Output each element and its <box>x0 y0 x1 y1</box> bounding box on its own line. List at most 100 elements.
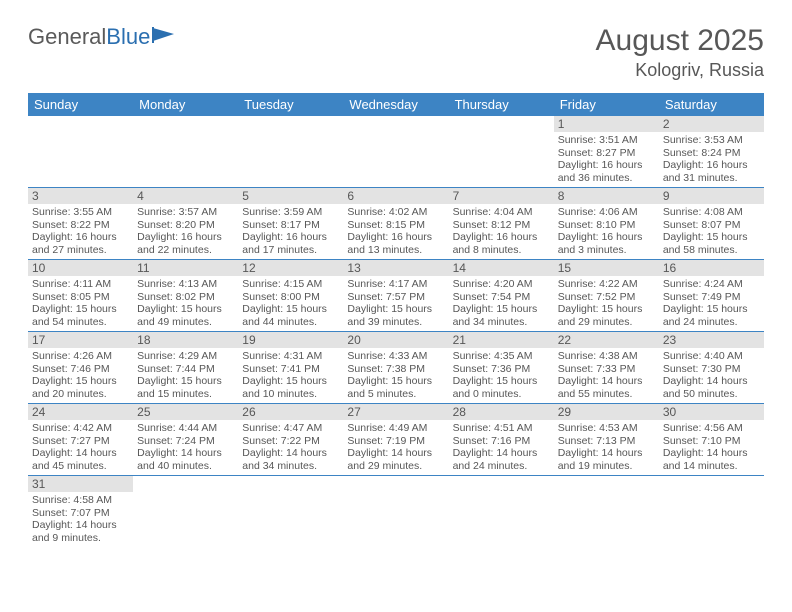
day-details: Sunrise: 4:24 AMSunset: 7:49 PMDaylight:… <box>659 276 764 331</box>
day-number: 2 <box>659 116 764 132</box>
week-row: 10Sunrise: 4:11 AMSunset: 8:05 PMDayligh… <box>28 260 764 332</box>
daylight-line-1: Daylight: 15 hours <box>663 303 760 316</box>
week-row: 24Sunrise: 4:42 AMSunset: 7:27 PMDayligh… <box>28 404 764 476</box>
daylight-line-1: Daylight: 14 hours <box>453 447 550 460</box>
sunset-line: Sunset: 7:30 PM <box>663 363 760 376</box>
calendar-cell: 29Sunrise: 4:53 AMSunset: 7:13 PMDayligh… <box>554 404 659 475</box>
dayhead-tue: Tuesday <box>238 93 343 116</box>
daylight-line-1: Daylight: 15 hours <box>347 303 444 316</box>
calendar-cell: 27Sunrise: 4:49 AMSunset: 7:19 PMDayligh… <box>343 404 448 475</box>
sunset-line: Sunset: 7:22 PM <box>242 435 339 448</box>
logo-text-blue: Blue <box>106 24 150 50</box>
sunset-line: Sunset: 8:05 PM <box>32 291 129 304</box>
sunset-line: Sunset: 7:13 PM <box>558 435 655 448</box>
day-number: 22 <box>554 332 659 348</box>
calendar-cell: 11Sunrise: 4:13 AMSunset: 8:02 PMDayligh… <box>133 260 238 331</box>
calendar-cell: 24Sunrise: 4:42 AMSunset: 7:27 PMDayligh… <box>28 404 133 475</box>
daylight-line-2: and 49 minutes. <box>137 316 234 329</box>
day-details: Sunrise: 4:02 AMSunset: 8:15 PMDaylight:… <box>343 204 448 259</box>
calendar-cell <box>343 476 448 547</box>
day-details: Sunrise: 4:13 AMSunset: 8:02 PMDaylight:… <box>133 276 238 331</box>
sunrise-line: Sunrise: 4:24 AM <box>663 278 760 291</box>
calendar-cell <box>133 116 238 187</box>
calendar-cell: 15Sunrise: 4:22 AMSunset: 7:52 PMDayligh… <box>554 260 659 331</box>
day-details: Sunrise: 4:11 AMSunset: 8:05 PMDaylight:… <box>28 276 133 331</box>
day-number: 16 <box>659 260 764 276</box>
sunset-line: Sunset: 8:10 PM <box>558 219 655 232</box>
calendar-cell: 16Sunrise: 4:24 AMSunset: 7:49 PMDayligh… <box>659 260 764 331</box>
week-row: 31Sunrise: 4:58 AMSunset: 7:07 PMDayligh… <box>28 476 764 547</box>
daylight-line-1: Daylight: 15 hours <box>32 375 129 388</box>
sunrise-line: Sunrise: 4:11 AM <box>32 278 129 291</box>
calendar-cell: 26Sunrise: 4:47 AMSunset: 7:22 PMDayligh… <box>238 404 343 475</box>
month-title: August 2025 <box>596 24 764 58</box>
title-block: August 2025 Kologriv, Russia <box>596 24 764 81</box>
sunrise-line: Sunrise: 4:22 AM <box>558 278 655 291</box>
calendar-cell: 30Sunrise: 4:56 AMSunset: 7:10 PMDayligh… <box>659 404 764 475</box>
daylight-line-2: and 58 minutes. <box>663 244 760 257</box>
calendar-cell: 20Sunrise: 4:33 AMSunset: 7:38 PMDayligh… <box>343 332 448 403</box>
sunset-line: Sunset: 7:10 PM <box>663 435 760 448</box>
sunset-line: Sunset: 8:02 PM <box>137 291 234 304</box>
day-details: Sunrise: 3:55 AMSunset: 8:22 PMDaylight:… <box>28 204 133 259</box>
sunrise-line: Sunrise: 4:04 AM <box>453 206 550 219</box>
day-number: 4 <box>133 188 238 204</box>
daylight-line-2: and 40 minutes. <box>137 460 234 473</box>
sunrise-line: Sunrise: 4:20 AM <box>453 278 550 291</box>
daylight-line-2: and 22 minutes. <box>137 244 234 257</box>
daylight-line-1: Daylight: 15 hours <box>137 375 234 388</box>
calendar-cell <box>554 476 659 547</box>
sunset-line: Sunset: 7:27 PM <box>32 435 129 448</box>
daylight-line-2: and 29 minutes. <box>347 460 444 473</box>
day-number: 28 <box>449 404 554 420</box>
daylight-line-1: Daylight: 15 hours <box>453 303 550 316</box>
day-details: Sunrise: 4:49 AMSunset: 7:19 PMDaylight:… <box>343 420 448 475</box>
day-details: Sunrise: 4:15 AMSunset: 8:00 PMDaylight:… <box>238 276 343 331</box>
day-number: 10 <box>28 260 133 276</box>
sunset-line: Sunset: 8:20 PM <box>137 219 234 232</box>
day-details: Sunrise: 4:04 AMSunset: 8:12 PMDaylight:… <box>449 204 554 259</box>
day-details: Sunrise: 4:26 AMSunset: 7:46 PMDaylight:… <box>28 348 133 403</box>
sunset-line: Sunset: 8:07 PM <box>663 219 760 232</box>
logo-flag-icon <box>150 24 178 50</box>
sunset-line: Sunset: 8:00 PM <box>242 291 339 304</box>
daylight-line-2: and 24 minutes. <box>663 316 760 329</box>
daylight-line-1: Daylight: 16 hours <box>663 159 760 172</box>
daylight-line-1: Daylight: 15 hours <box>32 303 129 316</box>
daylight-line-2: and 5 minutes. <box>347 388 444 401</box>
day-details: Sunrise: 4:08 AMSunset: 8:07 PMDaylight:… <box>659 204 764 259</box>
daylight-line-1: Daylight: 15 hours <box>242 303 339 316</box>
sunset-line: Sunset: 7:41 PM <box>242 363 339 376</box>
sunrise-line: Sunrise: 3:55 AM <box>32 206 129 219</box>
daylight-line-2: and 9 minutes. <box>32 532 129 545</box>
daylight-line-2: and 17 minutes. <box>242 244 339 257</box>
calendar-cell: 2Sunrise: 3:53 AMSunset: 8:24 PMDaylight… <box>659 116 764 187</box>
sunrise-line: Sunrise: 4:15 AM <box>242 278 339 291</box>
calendar-cell: 21Sunrise: 4:35 AMSunset: 7:36 PMDayligh… <box>449 332 554 403</box>
day-number: 9 <box>659 188 764 204</box>
daylight-line-2: and 54 minutes. <box>32 316 129 329</box>
daylight-line-2: and 19 minutes. <box>558 460 655 473</box>
sunset-line: Sunset: 7:44 PM <box>137 363 234 376</box>
sunrise-line: Sunrise: 4:44 AM <box>137 422 234 435</box>
day-number: 15 <box>554 260 659 276</box>
day-details: Sunrise: 4:44 AMSunset: 7:24 PMDaylight:… <box>133 420 238 475</box>
daylight-line-1: Daylight: 16 hours <box>242 231 339 244</box>
daylight-line-1: Daylight: 15 hours <box>663 231 760 244</box>
daylight-line-1: Daylight: 14 hours <box>242 447 339 460</box>
calendar-cell <box>343 116 448 187</box>
sunrise-line: Sunrise: 4:08 AM <box>663 206 760 219</box>
daylight-line-1: Daylight: 14 hours <box>347 447 444 460</box>
sunrise-line: Sunrise: 4:26 AM <box>32 350 129 363</box>
calendar-cell: 22Sunrise: 4:38 AMSunset: 7:33 PMDayligh… <box>554 332 659 403</box>
day-number: 19 <box>238 332 343 348</box>
daylight-line-2: and 39 minutes. <box>347 316 444 329</box>
calendar-cell: 9Sunrise: 4:08 AMSunset: 8:07 PMDaylight… <box>659 188 764 259</box>
week-row: 1Sunrise: 3:51 AMSunset: 8:27 PMDaylight… <box>28 116 764 188</box>
sunrise-line: Sunrise: 3:57 AM <box>137 206 234 219</box>
calendar-cell: 12Sunrise: 4:15 AMSunset: 8:00 PMDayligh… <box>238 260 343 331</box>
day-details: Sunrise: 4:58 AMSunset: 7:07 PMDaylight:… <box>28 492 133 547</box>
sunrise-line: Sunrise: 4:29 AM <box>137 350 234 363</box>
daylight-line-1: Daylight: 16 hours <box>137 231 234 244</box>
daylight-line-2: and 34 minutes. <box>453 316 550 329</box>
